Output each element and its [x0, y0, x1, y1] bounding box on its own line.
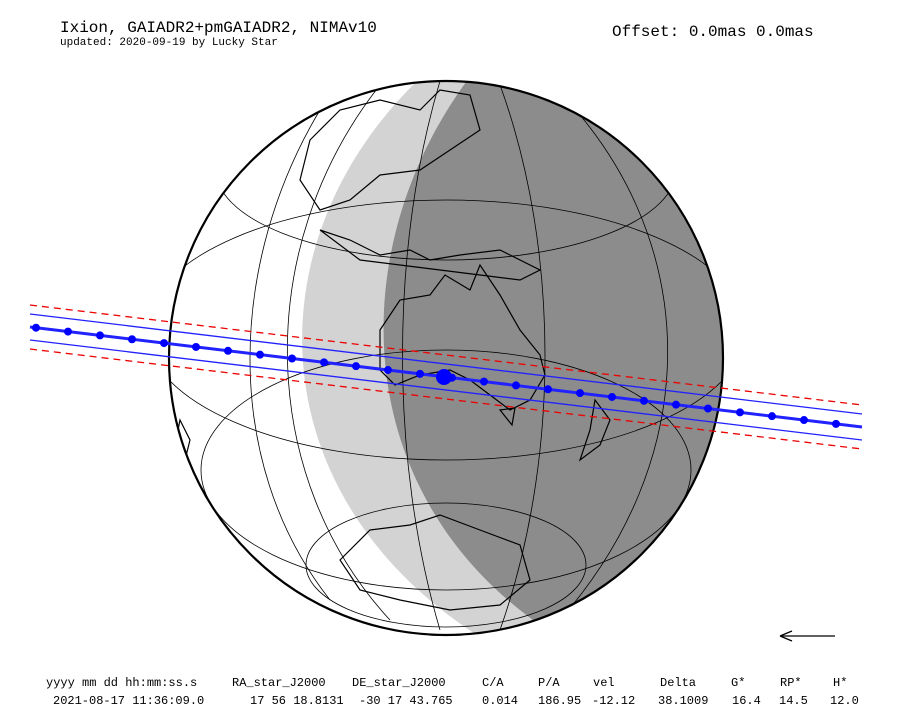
- column-header: DE_star_J2000: [352, 676, 446, 690]
- subtitle: updated: 2020-09-19 by Lucky Star: [60, 37, 278, 49]
- path-dot: [480, 377, 488, 386]
- globe: [169, 81, 723, 635]
- path-dot: [736, 408, 744, 417]
- column-header: RA_star_J2000: [232, 676, 326, 690]
- path-dot: [416, 369, 424, 378]
- column-header: G*: [731, 676, 745, 690]
- column-header: RP*: [780, 676, 802, 690]
- cell: 16.4: [732, 694, 761, 708]
- path-dot: [800, 416, 808, 425]
- column-header: vel: [593, 676, 615, 690]
- path-dot: [640, 396, 648, 405]
- title: Ixion, GAIADR2+pmGAIADR2, NIMAv10: [60, 19, 377, 37]
- event-table: yyyy mm dd hh:mm:ss.s RA_star_J2000 DE_sta…: [46, 676, 859, 708]
- path-dot: [544, 385, 552, 394]
- graticule: [169, 81, 723, 631]
- shadow-path: [29, 304, 863, 450]
- night: [383, 81, 723, 635]
- offset: Offset: 0.0mas 0.0mas: [612, 23, 814, 41]
- cell: 186.95: [538, 694, 581, 708]
- cell: -12.12: [592, 694, 635, 708]
- column-header: P/A: [538, 676, 560, 690]
- path-dot: [352, 362, 360, 371]
- cell: -30 17 43.765: [359, 694, 453, 708]
- path-dot: [64, 327, 72, 336]
- path-dot: [576, 389, 584, 398]
- cell: 38.1009: [658, 694, 708, 708]
- path-dot: [608, 392, 616, 401]
- path-dot: [32, 323, 40, 332]
- path-dot: [384, 366, 392, 375]
- path-dot: [512, 381, 520, 390]
- path-dot: [256, 350, 264, 359]
- path-dot: [320, 358, 328, 367]
- cell: 14.5: [779, 694, 808, 708]
- cell: 0.014: [482, 694, 518, 708]
- path-dot: [288, 354, 296, 363]
- globe-limb: [167, 79, 725, 637]
- path-dot: [224, 346, 232, 355]
- path-dot: [96, 331, 104, 340]
- cell: 17 56 18.8131: [250, 694, 344, 708]
- path-dot: [768, 412, 776, 421]
- column-header: H*: [833, 676, 847, 690]
- path-dot: [704, 404, 712, 413]
- column-header: C/A: [482, 676, 504, 690]
- path-dot: [128, 335, 136, 344]
- path-dot: [832, 419, 840, 428]
- path-dot: [192, 342, 200, 351]
- cell: 2021-08-17 11:36:09.0: [53, 694, 204, 708]
- column-header: yyyy mm dd hh:mm:ss.s: [46, 676, 197, 690]
- path-dot: [672, 400, 680, 409]
- direction-arrow: [779, 630, 835, 642]
- column-header: Delta: [660, 676, 696, 690]
- path-dot: [160, 339, 168, 348]
- cell: 12.0: [830, 694, 859, 708]
